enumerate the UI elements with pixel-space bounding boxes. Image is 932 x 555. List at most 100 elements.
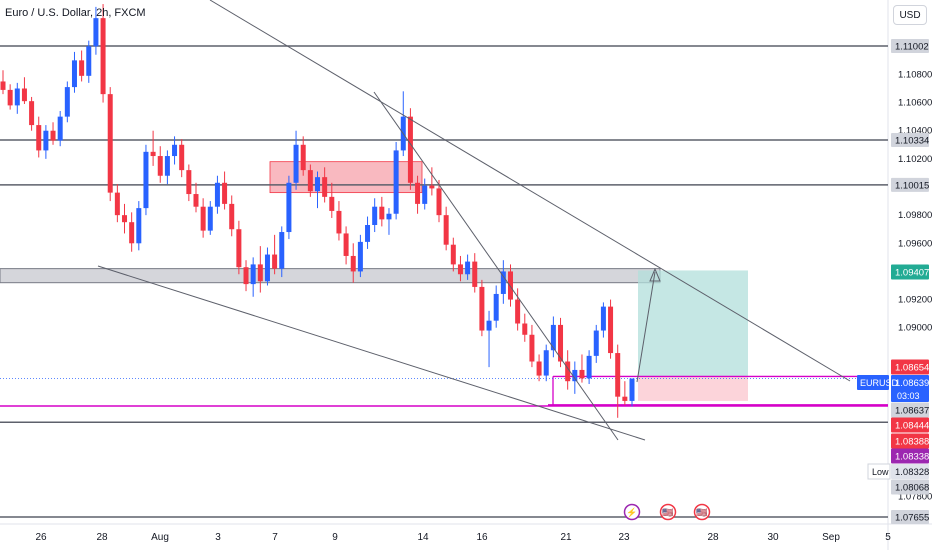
candle-body (122, 215, 128, 223)
candle-body (114, 192, 120, 216)
currency-button[interactable]: USD (893, 5, 927, 25)
candle-body (415, 182, 421, 204)
candle-body (436, 188, 442, 216)
candle-body (272, 254, 278, 269)
candle-body (314, 177, 321, 192)
candle-body (572, 369, 578, 382)
candle-body (565, 361, 571, 382)
time-tick-label: 14 (417, 532, 429, 543)
candle-body (486, 320, 492, 331)
stop-loss-zone (638, 376, 748, 401)
price-tag (891, 433, 929, 449)
price-tag-text: 1.09407 (895, 268, 929, 279)
price-tag (891, 402, 929, 418)
candle-body (71, 60, 77, 88)
candle-body (243, 267, 249, 285)
current-price-countdown: 03:03 (897, 391, 920, 401)
candle-body (357, 241, 363, 272)
candle-body (386, 213, 392, 220)
level-tag (891, 133, 929, 148)
candle-body (472, 261, 478, 287)
candle-body (536, 361, 542, 376)
inner-trendline (373, 91, 619, 441)
level-tag-text: 1.10334 (895, 136, 929, 147)
candle-body (93, 18, 99, 47)
candle-body (500, 271, 506, 294)
candle-body (7, 89, 13, 106)
time-tick-label: 30 (767, 532, 779, 543)
candle-body (36, 125, 42, 151)
candle-body (200, 206, 206, 231)
svg-text:⚡: ⚡ (626, 507, 637, 519)
symbol-tag-text: EURUSD (860, 378, 899, 388)
candle-body (64, 87, 70, 117)
price-tick-label: 1.07800 (898, 492, 932, 503)
candle-body (608, 306, 614, 354)
price-tag (891, 448, 929, 464)
candle-body (379, 206, 385, 220)
time-tick-label: Sep (822, 532, 840, 543)
candle-body (236, 229, 242, 268)
candle-body (336, 210, 342, 234)
svg-text:🇺🇸: 🇺🇸 (696, 508, 707, 518)
price-tick-label: 1.09200 (898, 295, 932, 306)
projection-arrow-line (636, 271, 656, 383)
candle-body (293, 144, 299, 183)
candle-body (107, 94, 113, 193)
candle-body (429, 185, 435, 189)
svg-text:🇺🇸: 🇺🇸 (662, 508, 673, 518)
price-tag (891, 417, 929, 433)
us-flag-event-icon-2: 🇺🇸 (693, 503, 711, 521)
price-tick-label: 1.10600 (898, 98, 932, 109)
candle-body (615, 353, 621, 397)
level-tag (891, 177, 929, 192)
time-tick-label: 9 (332, 532, 338, 543)
time-tick-label: 16 (476, 532, 488, 543)
current-price-value: 1.08639 (895, 378, 929, 389)
candle-body (57, 116, 63, 141)
candle-body (550, 324, 556, 351)
us-flag-event-icon-1: 🇺🇸 (659, 503, 677, 521)
time-tick-label: 7 (272, 532, 278, 543)
take-profit-zone (638, 270, 748, 377)
candle-body (422, 185, 428, 204)
candle-body (479, 286, 485, 331)
projection-arrow-head (649, 267, 661, 282)
candle-body (393, 150, 399, 214)
candle-body (343, 233, 349, 256)
candle-body (136, 208, 142, 244)
time-tick-label: 3 (215, 532, 221, 543)
candle-body (372, 206, 378, 225)
candle-body (214, 182, 220, 207)
lightning-event-icon: ⚡ (623, 503, 641, 521)
level-tag (891, 39, 929, 53)
candle-body (407, 116, 413, 183)
price-tick-label: 1.09600 (898, 238, 932, 249)
candle-body (79, 60, 85, 76)
time-tick-label: Aug (151, 532, 169, 543)
candle-body (100, 18, 106, 95)
time-tick-label: 5 (885, 532, 891, 543)
support-zone (0, 268, 661, 284)
candle-body (586, 355, 592, 379)
candle-body (529, 334, 535, 362)
candle-body (622, 396, 628, 401)
candle-body (322, 177, 328, 197)
candle-body (450, 244, 456, 265)
price-tag (891, 479, 929, 495)
candle-body (279, 232, 285, 269)
candle-body (493, 293, 499, 321)
level-tag-text: 1.07655 (895, 513, 929, 524)
level-tag-text: 1.11002 (895, 42, 929, 53)
candle-body (522, 323, 528, 335)
time-tick-label: 21 (560, 532, 572, 543)
price-tag (891, 359, 929, 375)
candle-body (0, 81, 6, 90)
low-tag (867, 463, 891, 480)
price-tag-text: 1.08338 (895, 452, 929, 463)
time-tick-label: 28 (96, 532, 108, 543)
price-tick-label: 1.10400 (898, 126, 932, 137)
candle-body (229, 203, 235, 230)
